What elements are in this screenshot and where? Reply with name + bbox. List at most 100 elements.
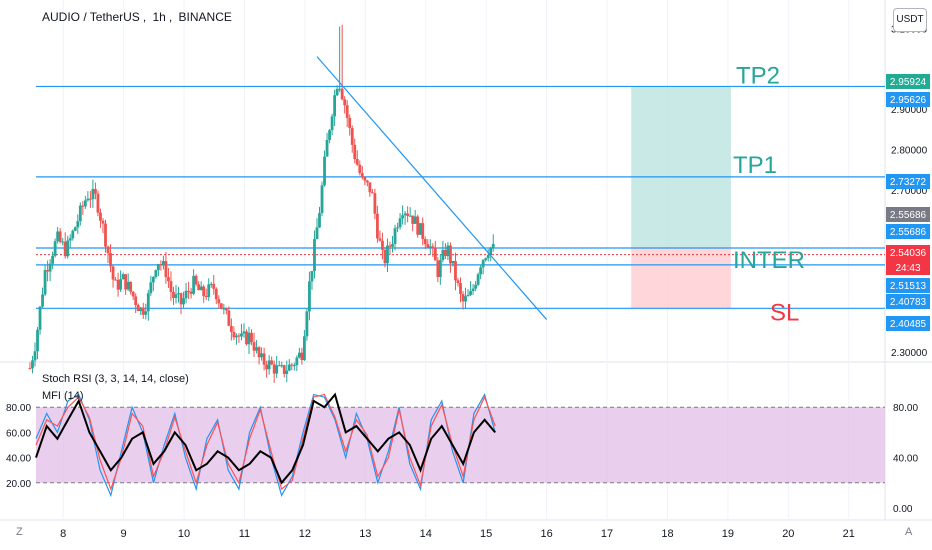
candle-body — [94, 189, 97, 194]
candle-body — [146, 293, 150, 312]
inter-label: INTER — [733, 247, 805, 274]
candle-body — [41, 294, 44, 307]
candle-body — [156, 264, 160, 271]
candle-body — [257, 347, 261, 358]
candle-body — [260, 353, 263, 358]
y-tick-label: 2.80000 — [891, 146, 928, 157]
candle-body — [456, 280, 460, 283]
x-tick-label: 9 — [121, 528, 127, 540]
candle-body — [355, 159, 359, 165]
candle-body — [91, 189, 95, 200]
price-label-bg — [886, 92, 930, 107]
candle-body — [78, 205, 82, 222]
price-label-bg — [886, 207, 930, 222]
price-label-text: 2.95924 — [890, 77, 927, 88]
candle-body — [335, 88, 339, 96]
candle-body — [292, 365, 296, 367]
timezone-corner[interactable]: Z — [16, 526, 23, 538]
candle-body — [109, 253, 112, 267]
candle-body — [464, 296, 467, 302]
candle-body — [227, 310, 231, 326]
x-tick-label: 16 — [540, 528, 552, 540]
candle-body — [446, 245, 450, 257]
candle-body — [398, 218, 402, 228]
mfi-label[interactable]: MFI (14) — [42, 390, 84, 402]
candle-body — [461, 294, 465, 302]
y-tick-label: 2.90000 — [891, 105, 928, 116]
annotations-layer: TP2 TP1 INTER SL — [733, 62, 805, 326]
candle-body — [131, 291, 135, 297]
price-label-text: 2.55686 — [890, 210, 927, 221]
tp2-label: TP2 — [736, 62, 780, 89]
osc-left-tick: 80.00 — [6, 403, 31, 414]
stoch-rsi-label[interactable]: Stoch RSI (3, 3, 14, 14, close) — [42, 373, 189, 385]
candle-body — [320, 185, 324, 214]
osc-right-tick: 40.00 — [893, 454, 918, 465]
currency-button[interactable]: USDT — [893, 8, 927, 32]
candle-body — [484, 258, 488, 261]
zones-layer — [631, 86, 731, 309]
candle-body — [426, 244, 430, 248]
descending-trendline — [316, 56, 548, 320]
candle-body — [63, 241, 67, 257]
candle-body — [265, 364, 269, 370]
autoscale-corner[interactable]: A — [905, 526, 913, 538]
candle-body — [179, 293, 183, 305]
candle-body — [43, 270, 47, 295]
candle-body — [365, 180, 369, 183]
candle-body — [207, 284, 211, 297]
x-tick-label: 10 — [178, 528, 190, 540]
oscillator-series-2 — [35, 392, 496, 485]
candle-body — [272, 364, 276, 374]
candle-body — [313, 239, 316, 272]
candle-body — [297, 352, 301, 358]
candle-body — [350, 128, 354, 145]
candle-body — [83, 200, 87, 207]
candle-body — [111, 266, 115, 280]
candle-body — [396, 227, 399, 229]
candle-body — [38, 306, 42, 330]
candle-body — [76, 221, 80, 228]
candle-body — [438, 260, 442, 277]
candle-body — [305, 311, 309, 337]
candle-body — [53, 241, 57, 256]
candle-body — [431, 246, 435, 249]
candle-body — [68, 238, 72, 241]
candle-body — [250, 332, 253, 343]
candle-body — [338, 88, 342, 90]
candle-body — [474, 284, 478, 289]
candle-body — [282, 365, 286, 374]
candle-body — [325, 139, 329, 157]
candle-body — [308, 281, 311, 312]
candle-body — [232, 331, 236, 338]
candle-body — [383, 249, 387, 264]
candle-body — [476, 274, 480, 285]
candle-body — [403, 213, 407, 216]
candle-body — [96, 193, 100, 213]
candle-body — [199, 286, 203, 291]
candle-body — [214, 288, 218, 300]
osc-right-tick: 0.00 — [893, 504, 913, 515]
candle-body — [471, 288, 475, 292]
price-label-bg — [886, 260, 930, 275]
candle-body — [197, 284, 201, 291]
candle-body — [363, 177, 367, 181]
candle-body — [287, 364, 291, 371]
candle-body — [124, 274, 128, 290]
candle-body — [290, 364, 294, 366]
price-label-bg — [886, 74, 930, 89]
candle-body — [441, 249, 445, 261]
candle-body — [136, 305, 140, 312]
candle-body — [370, 192, 374, 194]
candle-body — [134, 296, 138, 306]
candle-body — [46, 270, 49, 272]
price-label-text: 2.54036 — [890, 248, 927, 259]
candle-body — [368, 182, 372, 193]
interval-label: 1h — [152, 10, 166, 24]
candle-body — [413, 216, 417, 224]
take-profit-zone — [631, 86, 731, 249]
candle-body — [71, 230, 75, 239]
candle-body — [340, 88, 344, 100]
candle-body — [343, 99, 347, 106]
